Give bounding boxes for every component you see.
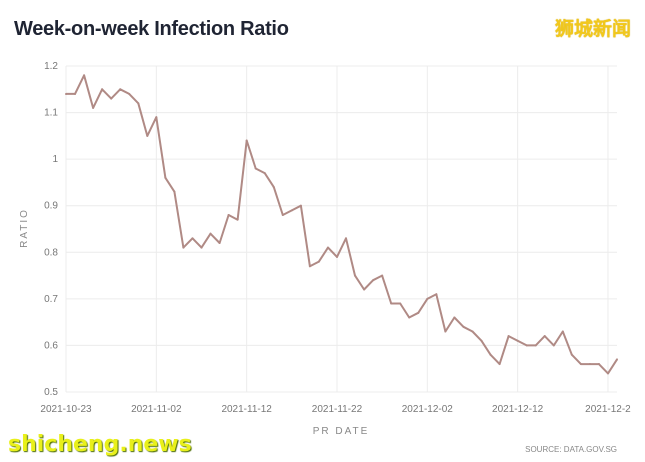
- data-point: [606, 372, 609, 375]
- data-point: [381, 274, 384, 277]
- data-point: [570, 353, 573, 356]
- data-point: [65, 92, 67, 95]
- data-point: [579, 363, 582, 366]
- y-axis-label: RATIO: [19, 208, 30, 248]
- y-tick-label: 0.5: [44, 387, 58, 398]
- data-point: [552, 344, 555, 347]
- data-point: [345, 237, 348, 240]
- y-tick-label: 0.7: [44, 294, 58, 305]
- y-tick-label: 1: [52, 154, 58, 165]
- data-point: [272, 186, 275, 189]
- data-point: [173, 190, 176, 193]
- data-point: [128, 92, 131, 95]
- data-point: [290, 209, 293, 212]
- data-point: [254, 167, 257, 170]
- data-point: [534, 344, 537, 347]
- data-point: [200, 246, 203, 249]
- data-point: [363, 288, 366, 291]
- data-point: [182, 246, 185, 249]
- x-tick-label: 2021-11-02: [131, 404, 182, 415]
- x-axis-ticks: 2021-10-23 2021-11-02 2021-11-12 2021-11-22…: [40, 404, 631, 415]
- data-point: [444, 330, 447, 333]
- x-tick-label: 2021-10-23: [40, 404, 92, 415]
- data-point: [462, 325, 465, 328]
- data-point: [516, 339, 519, 342]
- data-point: [471, 330, 474, 333]
- x-tick-label: 2021-12-12: [492, 404, 544, 415]
- data-point: [326, 246, 329, 249]
- y-tick-label: 0.9: [44, 201, 58, 212]
- data-point: [498, 363, 501, 366]
- data-point: [92, 106, 95, 109]
- chart-title: Week-on-week Infection Ratio: [14, 18, 289, 40]
- data-point: [561, 330, 564, 333]
- data-point: [480, 339, 483, 342]
- x-tick-label: 2021-11-12: [221, 404, 272, 415]
- data-point: [263, 172, 266, 175]
- data-point: [209, 232, 212, 235]
- data-point: [588, 363, 591, 366]
- data-point: [616, 358, 618, 361]
- series-layer: [65, 74, 618, 375]
- data-point: [453, 316, 456, 319]
- data-point: [399, 302, 402, 305]
- gridlines: [65, 65, 617, 393]
- data-point: [110, 97, 113, 100]
- data-point: [390, 302, 393, 305]
- x-tick-label: 2021-12-2: [585, 404, 631, 415]
- data-point: [83, 74, 86, 77]
- data-point: [191, 237, 194, 240]
- data-point: [525, 344, 528, 347]
- data-point: [74, 92, 77, 95]
- data-point: [146, 134, 149, 137]
- y-axis-ticks: 0.5 0.6 0.7 0.8 0.9 1 1.1 1.2: [44, 61, 58, 398]
- series-line: [66, 74, 618, 375]
- data-point: [155, 116, 158, 119]
- data-point: [335, 255, 338, 258]
- data-point: [245, 139, 248, 142]
- data-point: [408, 316, 411, 319]
- data-point: [137, 102, 140, 105]
- data-point: [236, 218, 239, 221]
- data-point: [101, 88, 104, 91]
- data-point: [354, 274, 357, 277]
- brand-logo-text: 狮城新闻: [554, 18, 631, 40]
- data-point: [426, 297, 429, 300]
- data-point: [317, 260, 320, 263]
- data-point: [308, 265, 311, 268]
- data-point: [372, 279, 375, 282]
- data-point: [543, 335, 546, 338]
- data-point: [218, 241, 221, 244]
- data-point: [507, 335, 510, 338]
- data-point: [227, 214, 230, 217]
- watermark-text: shicheng.news: [8, 432, 192, 457]
- data-point: [164, 176, 167, 179]
- data-point: [119, 88, 122, 91]
- data-point: [597, 363, 600, 366]
- x-axis-label: PR DATE: [313, 426, 370, 437]
- y-tick-label: 0.8: [44, 247, 58, 258]
- x-tick-label: 2021-11-22: [312, 404, 363, 415]
- data-point: [281, 214, 284, 217]
- source-note: SOURCE: DATA.GOV.SG: [525, 445, 617, 454]
- data-point: [299, 204, 302, 207]
- y-tick-label: 0.6: [44, 340, 58, 351]
- data-point: [489, 353, 492, 356]
- data-point: [435, 293, 438, 296]
- x-tick-label: 2021-12-02: [402, 404, 454, 415]
- data-point: [417, 311, 420, 314]
- y-tick-label: 1.1: [44, 108, 58, 119]
- y-tick-label: 1.2: [44, 61, 58, 72]
